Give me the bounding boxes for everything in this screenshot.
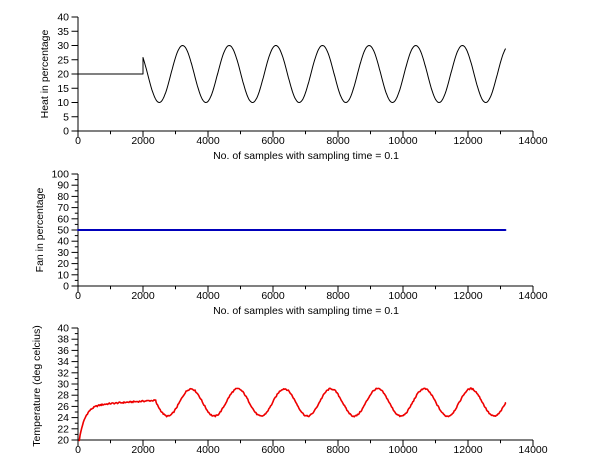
- heat-x-tick-label: 8000: [326, 135, 350, 147]
- heat-x-tick-label: 12000: [453, 135, 482, 147]
- heat-x-axis-label: No. of samples with sampling time = 0.1: [213, 150, 399, 162]
- temperature-y-tick-label: 38: [57, 334, 69, 346]
- temperature-y-tick-label: 24: [57, 412, 69, 424]
- fan-y-tick-label: 60: [57, 213, 69, 225]
- fan-y-tick-label: 30: [57, 247, 69, 259]
- heat-x-tick-label: 6000: [261, 135, 285, 147]
- temperature-y-tick-label: 32: [57, 367, 69, 379]
- heat-y-tick-label: 25: [57, 54, 69, 66]
- heat-y-axis-label: Heat in percentage: [39, 29, 51, 119]
- heat-x-tick-label: 4000: [196, 135, 220, 147]
- heat-y-tick-label: 30: [57, 40, 69, 52]
- fan-x-axis-label: No. of samples with sampling time = 0.1: [213, 305, 399, 317]
- fan-y-tick-label: 80: [57, 191, 69, 203]
- heat-y-tick-label: 35: [57, 26, 69, 38]
- fan-y-tick-label: 0: [63, 281, 69, 293]
- fan-y-tick-label: 70: [57, 202, 69, 214]
- fan-x-tick-label: 14000: [518, 290, 547, 302]
- fan-y-tick-label: 50: [57, 225, 69, 237]
- heat-y-tick-label: 10: [57, 97, 69, 109]
- temperature-y-tick-label: 26: [57, 401, 69, 413]
- heat-y-tick-label: 5: [63, 111, 69, 123]
- heat-axes: [77, 17, 533, 132]
- temperature-series-line: [78, 387, 507, 442]
- temperature-x-tick-label: 2000: [131, 444, 155, 456]
- temperature-y-tick-label: 22: [57, 423, 69, 435]
- temperature-x-tick-label: 6000: [261, 444, 285, 456]
- temperature-x-tick-label: 8000: [326, 444, 350, 456]
- fan-x-tick-label: 6000: [261, 290, 285, 302]
- temperature-y-axis-label: Temperature (deg celcius): [31, 325, 43, 447]
- heat-series-line: [77, 45, 506, 103]
- heat-y-tick-label: 40: [57, 12, 69, 24]
- temperature-y-tick-label: 20: [57, 435, 69, 447]
- temperature-y-tick-label: 34: [57, 356, 69, 368]
- temperature-axes: [77, 328, 533, 441]
- fan-y-tick-label: 20: [57, 258, 69, 270]
- fan-x-tick-label: 2000: [131, 290, 155, 302]
- fan-x-tick-label: 12000: [453, 290, 482, 302]
- temperature-y-tick-label: 28: [57, 390, 69, 402]
- fan-x-tick-label: 8000: [326, 290, 350, 302]
- fan-y-tick-label: 90: [57, 180, 69, 192]
- temperature-x-tick-label: 10000: [388, 444, 417, 456]
- temperature-y-tick-label: 36: [57, 345, 69, 357]
- fan-y-tick-label: 10: [57, 269, 69, 281]
- temperature-x-tick-label: 4000: [196, 444, 220, 456]
- fan-y-tick-label: 40: [57, 236, 69, 248]
- heat-y-tick-label: 15: [57, 83, 69, 95]
- temperature-y-tick-label: 30: [57, 379, 69, 391]
- heat-y-tick-label: 0: [63, 126, 69, 138]
- heat-x-tick-label: 2000: [131, 135, 155, 147]
- temperature-x-tick-label: 12000: [453, 444, 482, 456]
- fan-x-tick-label: 10000: [388, 290, 417, 302]
- heat-x-tick-label: 0: [75, 135, 81, 147]
- fan-x-tick-label: 0: [75, 290, 81, 302]
- heat-x-tick-label: 14000: [518, 135, 547, 147]
- heat-y-tick-label: 20: [57, 69, 69, 81]
- fan-y-tick-label: 100: [51, 169, 69, 181]
- temperature-x-tick-label: 14000: [518, 444, 547, 456]
- fan-y-axis-label: Fan in percentage: [34, 187, 46, 273]
- temperature-x-tick-label: 0: [75, 444, 81, 456]
- fan-x-tick-label: 4000: [196, 290, 220, 302]
- temperature-y-tick-label: 40: [57, 323, 69, 335]
- heat-x-tick-label: 10000: [388, 135, 417, 147]
